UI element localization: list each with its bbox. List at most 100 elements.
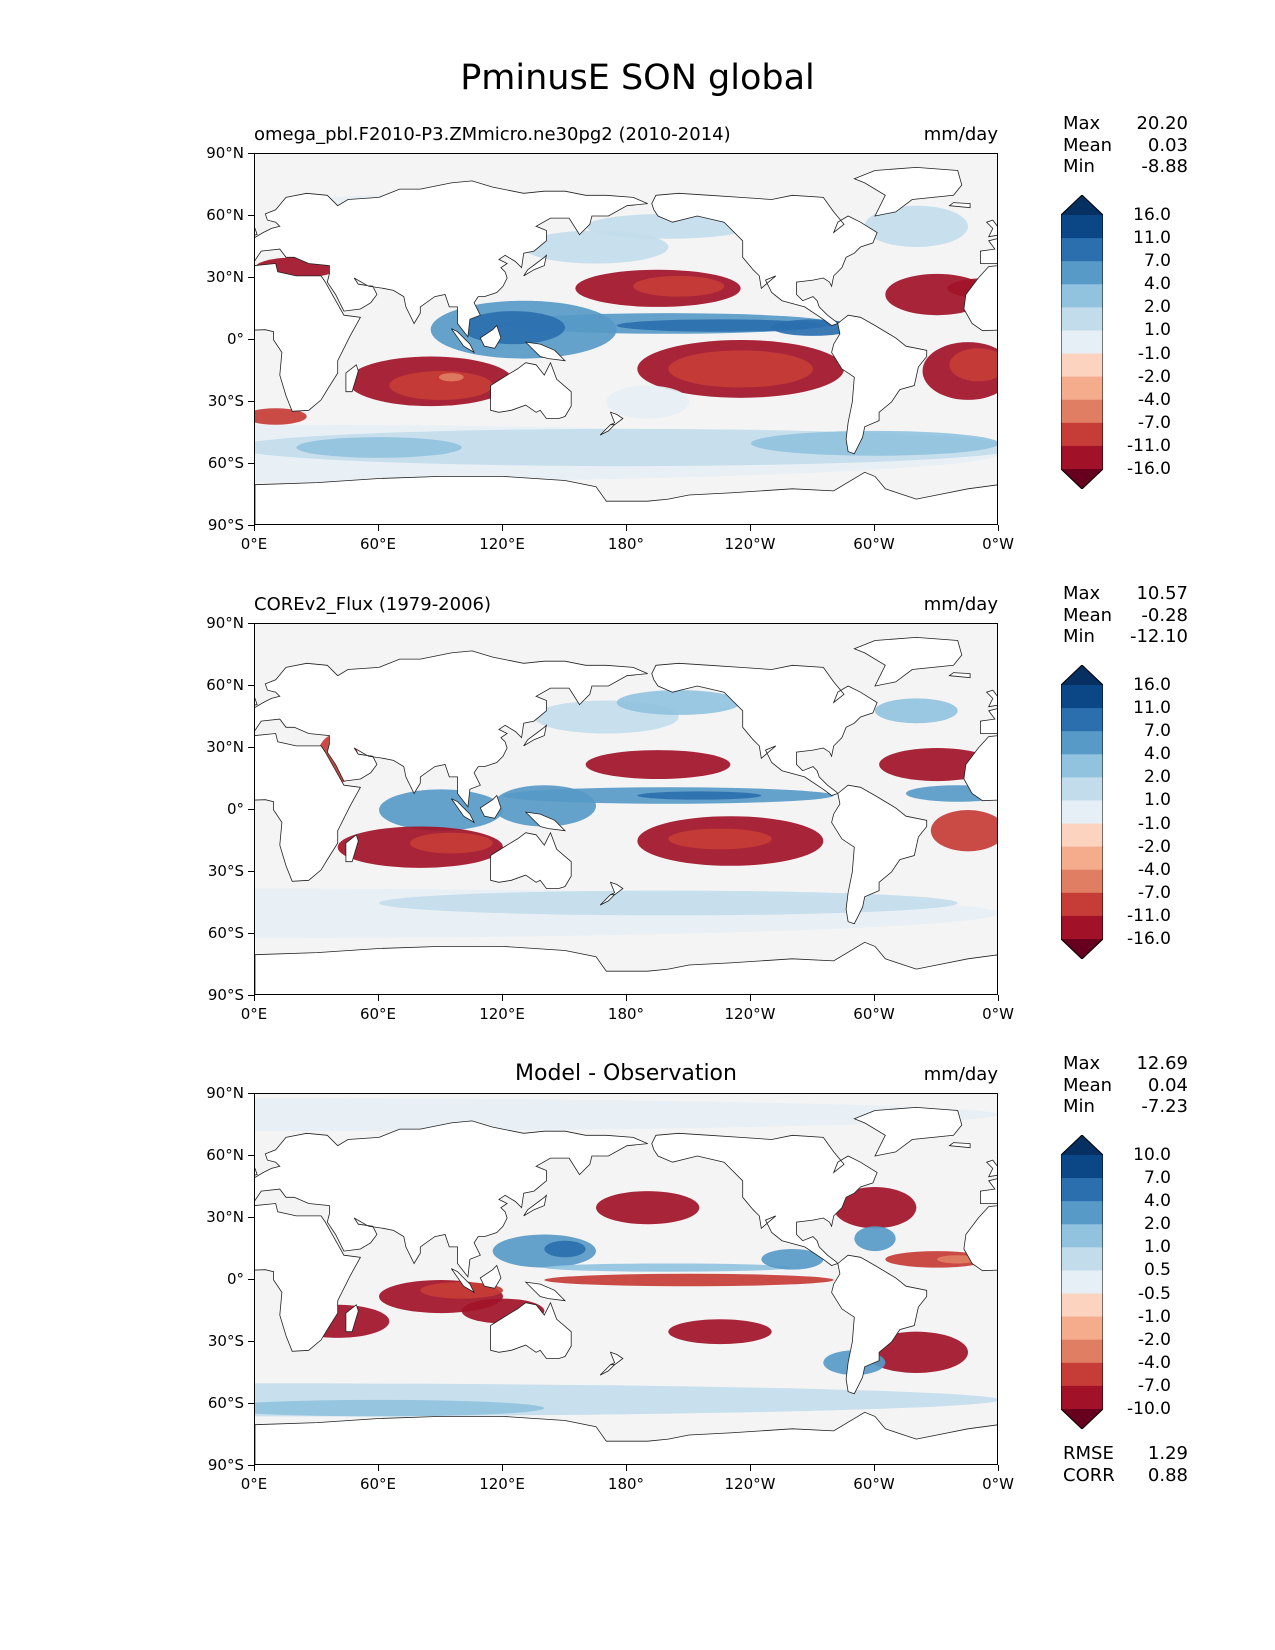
colorbar-band	[1061, 376, 1103, 401]
x-tick-mark	[625, 525, 627, 531]
colorbar-tick-label: 2.0	[1143, 297, 1171, 318]
panel-title: omega_pbl.F2010-P3.ZMmicro.ne30pg2 (2010…	[254, 124, 731, 145]
colorbar-tick-label: -1.0	[1137, 813, 1171, 834]
land-australia	[490, 831, 572, 889]
colorbar-svg	[1060, 1134, 1104, 1430]
colorbar	[1060, 194, 1104, 493]
colorbar-band	[1061, 1385, 1103, 1410]
colorbar-tick-label: 16.0	[1133, 205, 1171, 225]
colorbar-band	[1061, 422, 1103, 447]
colorbar-extend-max	[1061, 195, 1103, 215]
map-svg	[255, 166, 997, 524]
colorbar-tick-label: 1.0	[1143, 320, 1171, 341]
colorbar-tick-label: -4.0	[1137, 1352, 1171, 1373]
x-tick-label: 180°	[607, 1005, 645, 1023]
land-greenland	[853, 636, 963, 687]
colorbar-band	[1061, 777, 1103, 801]
land-borneo	[479, 794, 502, 819]
x-tick-label: 0°W	[982, 1005, 1014, 1023]
colorbar-band	[1061, 800, 1103, 825]
x-tick-mark	[625, 995, 627, 1001]
contour-region	[885, 1251, 989, 1268]
colorbar-band	[1061, 915, 1103, 940]
stat-value-corr: 0.88	[1147, 1464, 1188, 1486]
land-australia	[490, 1301, 572, 1359]
contour-region	[585, 213, 751, 239]
x-tick-label: 60°E	[359, 535, 397, 553]
colorbar-tick-label: -16.0	[1127, 929, 1171, 949]
y-tick-label: 60°S	[207, 1394, 244, 1412]
y-tick-label: 0°	[226, 1270, 244, 1288]
x-tick-label: 0°W	[982, 535, 1014, 553]
land-eurasia	[255, 1120, 648, 1278]
units-label: mm/day	[923, 594, 998, 615]
x-tick-label: 120°E	[479, 1005, 525, 1023]
land-greenland	[853, 166, 963, 217]
x-tick-label: 180°	[607, 535, 645, 553]
colorbar-band	[1061, 708, 1103, 732]
contour-region	[937, 1255, 979, 1264]
colorbar-tick-label: -2.0	[1137, 366, 1171, 387]
colorbar-band	[1061, 238, 1103, 262]
y-tick-label: 90°N	[206, 614, 244, 632]
land-japan	[523, 1194, 548, 1217]
y-tick-mark	[248, 994, 254, 996]
y-tick-mark	[248, 622, 254, 624]
contour-region	[875, 698, 958, 724]
land-africa	[963, 265, 997, 332]
contour-region	[761, 1249, 824, 1270]
contour-region	[606, 385, 689, 419]
land-iceland	[948, 672, 971, 679]
colorbar-tick-label: -4.0	[1137, 389, 1171, 410]
colorbar-tick-label: 11.0	[1133, 228, 1171, 249]
contour-region	[492, 785, 596, 827]
land-eurasia	[980, 238, 997, 264]
y-tick-mark	[248, 214, 254, 216]
colorbar-tick-label: -1.0	[1137, 343, 1171, 364]
contour-region	[544, 1273, 834, 1287]
land-newguinea	[524, 341, 567, 362]
colorbar-svg	[1060, 194, 1104, 490]
contour-region	[389, 371, 493, 400]
x-tick-label: 120°E	[479, 535, 525, 553]
colorbar-tick-label: 10.0	[1133, 1145, 1171, 1165]
land-eurasia	[980, 1178, 997, 1204]
land-australia	[490, 361, 572, 419]
contour-region	[751, 430, 997, 456]
contour-region	[616, 319, 824, 332]
colorbar	[1060, 664, 1104, 963]
x-tick-mark	[377, 1465, 379, 1471]
y-tick-mark	[248, 152, 254, 154]
colorbar-tick-label: -11.0	[1127, 435, 1171, 456]
land-iceland	[948, 202, 971, 209]
colorbar-tick-label: 2.0	[1143, 767, 1171, 788]
contour-region	[668, 350, 813, 388]
land-borneo	[479, 324, 502, 349]
stat-label-max: Max	[1063, 113, 1101, 134]
contour-region	[633, 275, 725, 297]
colorbar-tick-label: 4.0	[1143, 1191, 1171, 1212]
stat-value-mean: 0.03	[1147, 134, 1188, 156]
land-nz2	[599, 1364, 616, 1376]
contour-region	[596, 1191, 700, 1225]
colorbar-tick-label: -7.0	[1137, 882, 1171, 903]
colorbar-tick-label: -1.0	[1137, 1306, 1171, 1327]
colorbar-band	[1061, 330, 1103, 355]
colorbar-tick-label: 1.0	[1143, 1237, 1171, 1258]
x-tick-mark	[873, 525, 875, 531]
colorbar-tick-label: 7.0	[1143, 1168, 1171, 1189]
y-tick-mark	[248, 1464, 254, 1466]
map-plot	[254, 623, 998, 995]
colorbar-band	[1061, 1224, 1103, 1248]
y-tick-mark	[248, 1278, 254, 1280]
land-iceland	[948, 1142, 971, 1149]
x-tick-mark	[749, 525, 751, 531]
contour-region	[833, 1187, 917, 1229]
colorbar-tick-label: 7.0	[1143, 251, 1171, 272]
y-tick-label: 90°N	[206, 1084, 244, 1102]
y-tick-mark	[248, 932, 254, 934]
colorbar-band	[1061, 869, 1103, 894]
colorbar-tick-label: -2.0	[1137, 1329, 1171, 1350]
land-greenland	[853, 1106, 963, 1157]
contour-region	[379, 890, 958, 916]
